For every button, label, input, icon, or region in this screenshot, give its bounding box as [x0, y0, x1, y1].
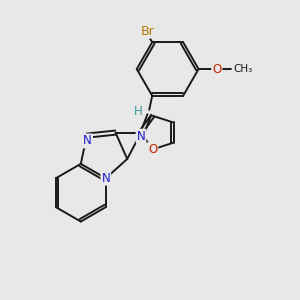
Text: H: H	[134, 105, 142, 118]
Text: N: N	[136, 130, 146, 142]
Text: N: N	[83, 134, 92, 147]
Text: CH₃: CH₃	[234, 64, 253, 74]
Text: N: N	[101, 172, 110, 185]
Text: O: O	[148, 143, 158, 156]
Text: O: O	[212, 62, 221, 76]
Text: Br: Br	[141, 25, 155, 38]
